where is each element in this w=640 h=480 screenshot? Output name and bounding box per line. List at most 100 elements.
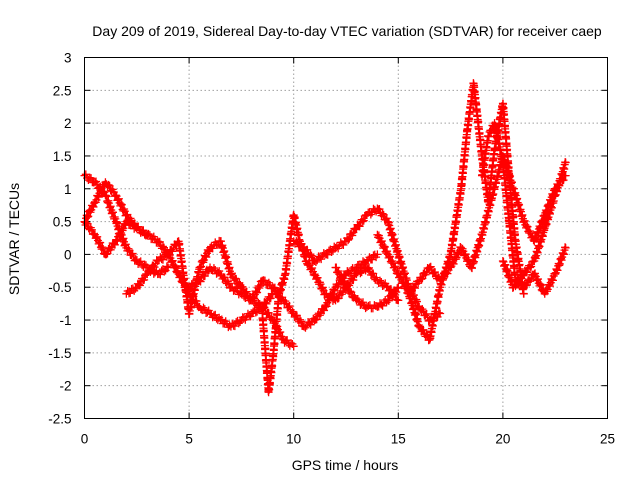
data-point <box>193 301 202 310</box>
data-point <box>536 280 545 289</box>
y-tick-label: 1.5 <box>53 149 72 164</box>
data-point <box>266 294 275 303</box>
data-point <box>382 214 391 223</box>
data-point <box>393 246 402 255</box>
data-point <box>130 256 139 265</box>
data-point <box>303 245 312 254</box>
series-satellite-track-k <box>477 119 570 298</box>
data-point <box>306 320 315 329</box>
data-point <box>484 132 493 141</box>
series-satellite-track-e <box>185 250 382 332</box>
x-tick-label: 15 <box>391 432 406 447</box>
data-point <box>168 256 177 265</box>
data-point <box>96 238 105 247</box>
data-point <box>561 158 570 167</box>
data-point <box>392 266 401 275</box>
data-point <box>158 242 167 251</box>
data-point <box>140 260 149 269</box>
data-point <box>270 283 279 292</box>
data-point <box>396 272 405 281</box>
data-point <box>172 267 181 276</box>
data-point <box>360 212 369 221</box>
data-point <box>339 241 348 250</box>
data-point <box>378 301 387 310</box>
data-point <box>449 259 458 268</box>
data-point <box>155 237 164 246</box>
data-point <box>327 247 336 256</box>
data-point <box>104 180 113 189</box>
data-point <box>372 253 381 262</box>
data-point <box>150 263 159 272</box>
data-point <box>223 277 232 286</box>
data-point <box>430 267 439 276</box>
y-tick-label: 2 <box>64 116 72 131</box>
data-point <box>109 188 118 197</box>
data-point <box>424 336 433 345</box>
data-point <box>333 268 342 277</box>
data-point <box>343 282 352 291</box>
data-point <box>134 222 143 231</box>
data-point <box>320 306 329 315</box>
data-point <box>280 271 289 280</box>
data-point <box>378 209 387 218</box>
data-point <box>356 269 365 278</box>
data-point <box>162 262 171 271</box>
data-point <box>253 288 262 297</box>
data-point <box>338 288 347 297</box>
data-point <box>297 317 306 326</box>
series-satellite-track-f <box>258 211 403 397</box>
data-point <box>173 266 182 275</box>
data-point <box>288 339 297 348</box>
data-point <box>315 278 324 287</box>
data-point <box>246 312 255 321</box>
data-point <box>200 272 209 281</box>
data-point <box>234 290 243 299</box>
data-point <box>267 313 276 322</box>
data-point <box>242 291 251 300</box>
data-point <box>301 323 310 332</box>
data-point <box>369 269 378 278</box>
data-point <box>292 311 301 320</box>
data-point <box>111 214 120 223</box>
data-point <box>102 250 111 259</box>
data-point <box>346 287 355 296</box>
data-point <box>170 261 179 270</box>
data-point <box>328 246 337 255</box>
data-point <box>418 305 427 314</box>
y-tick-label: -0.5 <box>48 280 71 295</box>
data-point <box>98 243 107 252</box>
data-point <box>100 188 109 197</box>
data-point <box>422 309 431 318</box>
data-point <box>380 242 389 251</box>
data-point <box>350 271 359 280</box>
data-point <box>121 240 130 249</box>
data-point <box>411 284 420 293</box>
data-point <box>278 332 287 341</box>
y-axis-label: SDTVAR / TECUs <box>6 183 22 295</box>
data-point <box>308 267 317 276</box>
data-point <box>386 252 395 261</box>
chart-title: Day 209 of 2019, Sidereal Day-to-day VTE… <box>92 23 602 39</box>
data-point <box>330 286 339 295</box>
data-point <box>266 280 275 289</box>
data-point <box>124 244 133 253</box>
data-point <box>359 216 368 225</box>
data-point <box>139 226 148 235</box>
data-point <box>110 240 119 249</box>
data-point <box>202 253 211 262</box>
data-point <box>526 263 535 272</box>
data-point <box>84 212 93 221</box>
data-point <box>419 325 428 334</box>
data-point <box>151 259 160 268</box>
data-points <box>80 79 570 397</box>
data-point <box>391 262 400 271</box>
data-point <box>333 282 342 291</box>
data-point <box>220 273 229 282</box>
data-point <box>540 226 549 235</box>
data-point <box>255 283 264 292</box>
data-point <box>196 263 205 272</box>
data-point <box>192 276 201 285</box>
series-satellite-track-c <box>80 216 152 259</box>
data-point <box>287 339 296 348</box>
